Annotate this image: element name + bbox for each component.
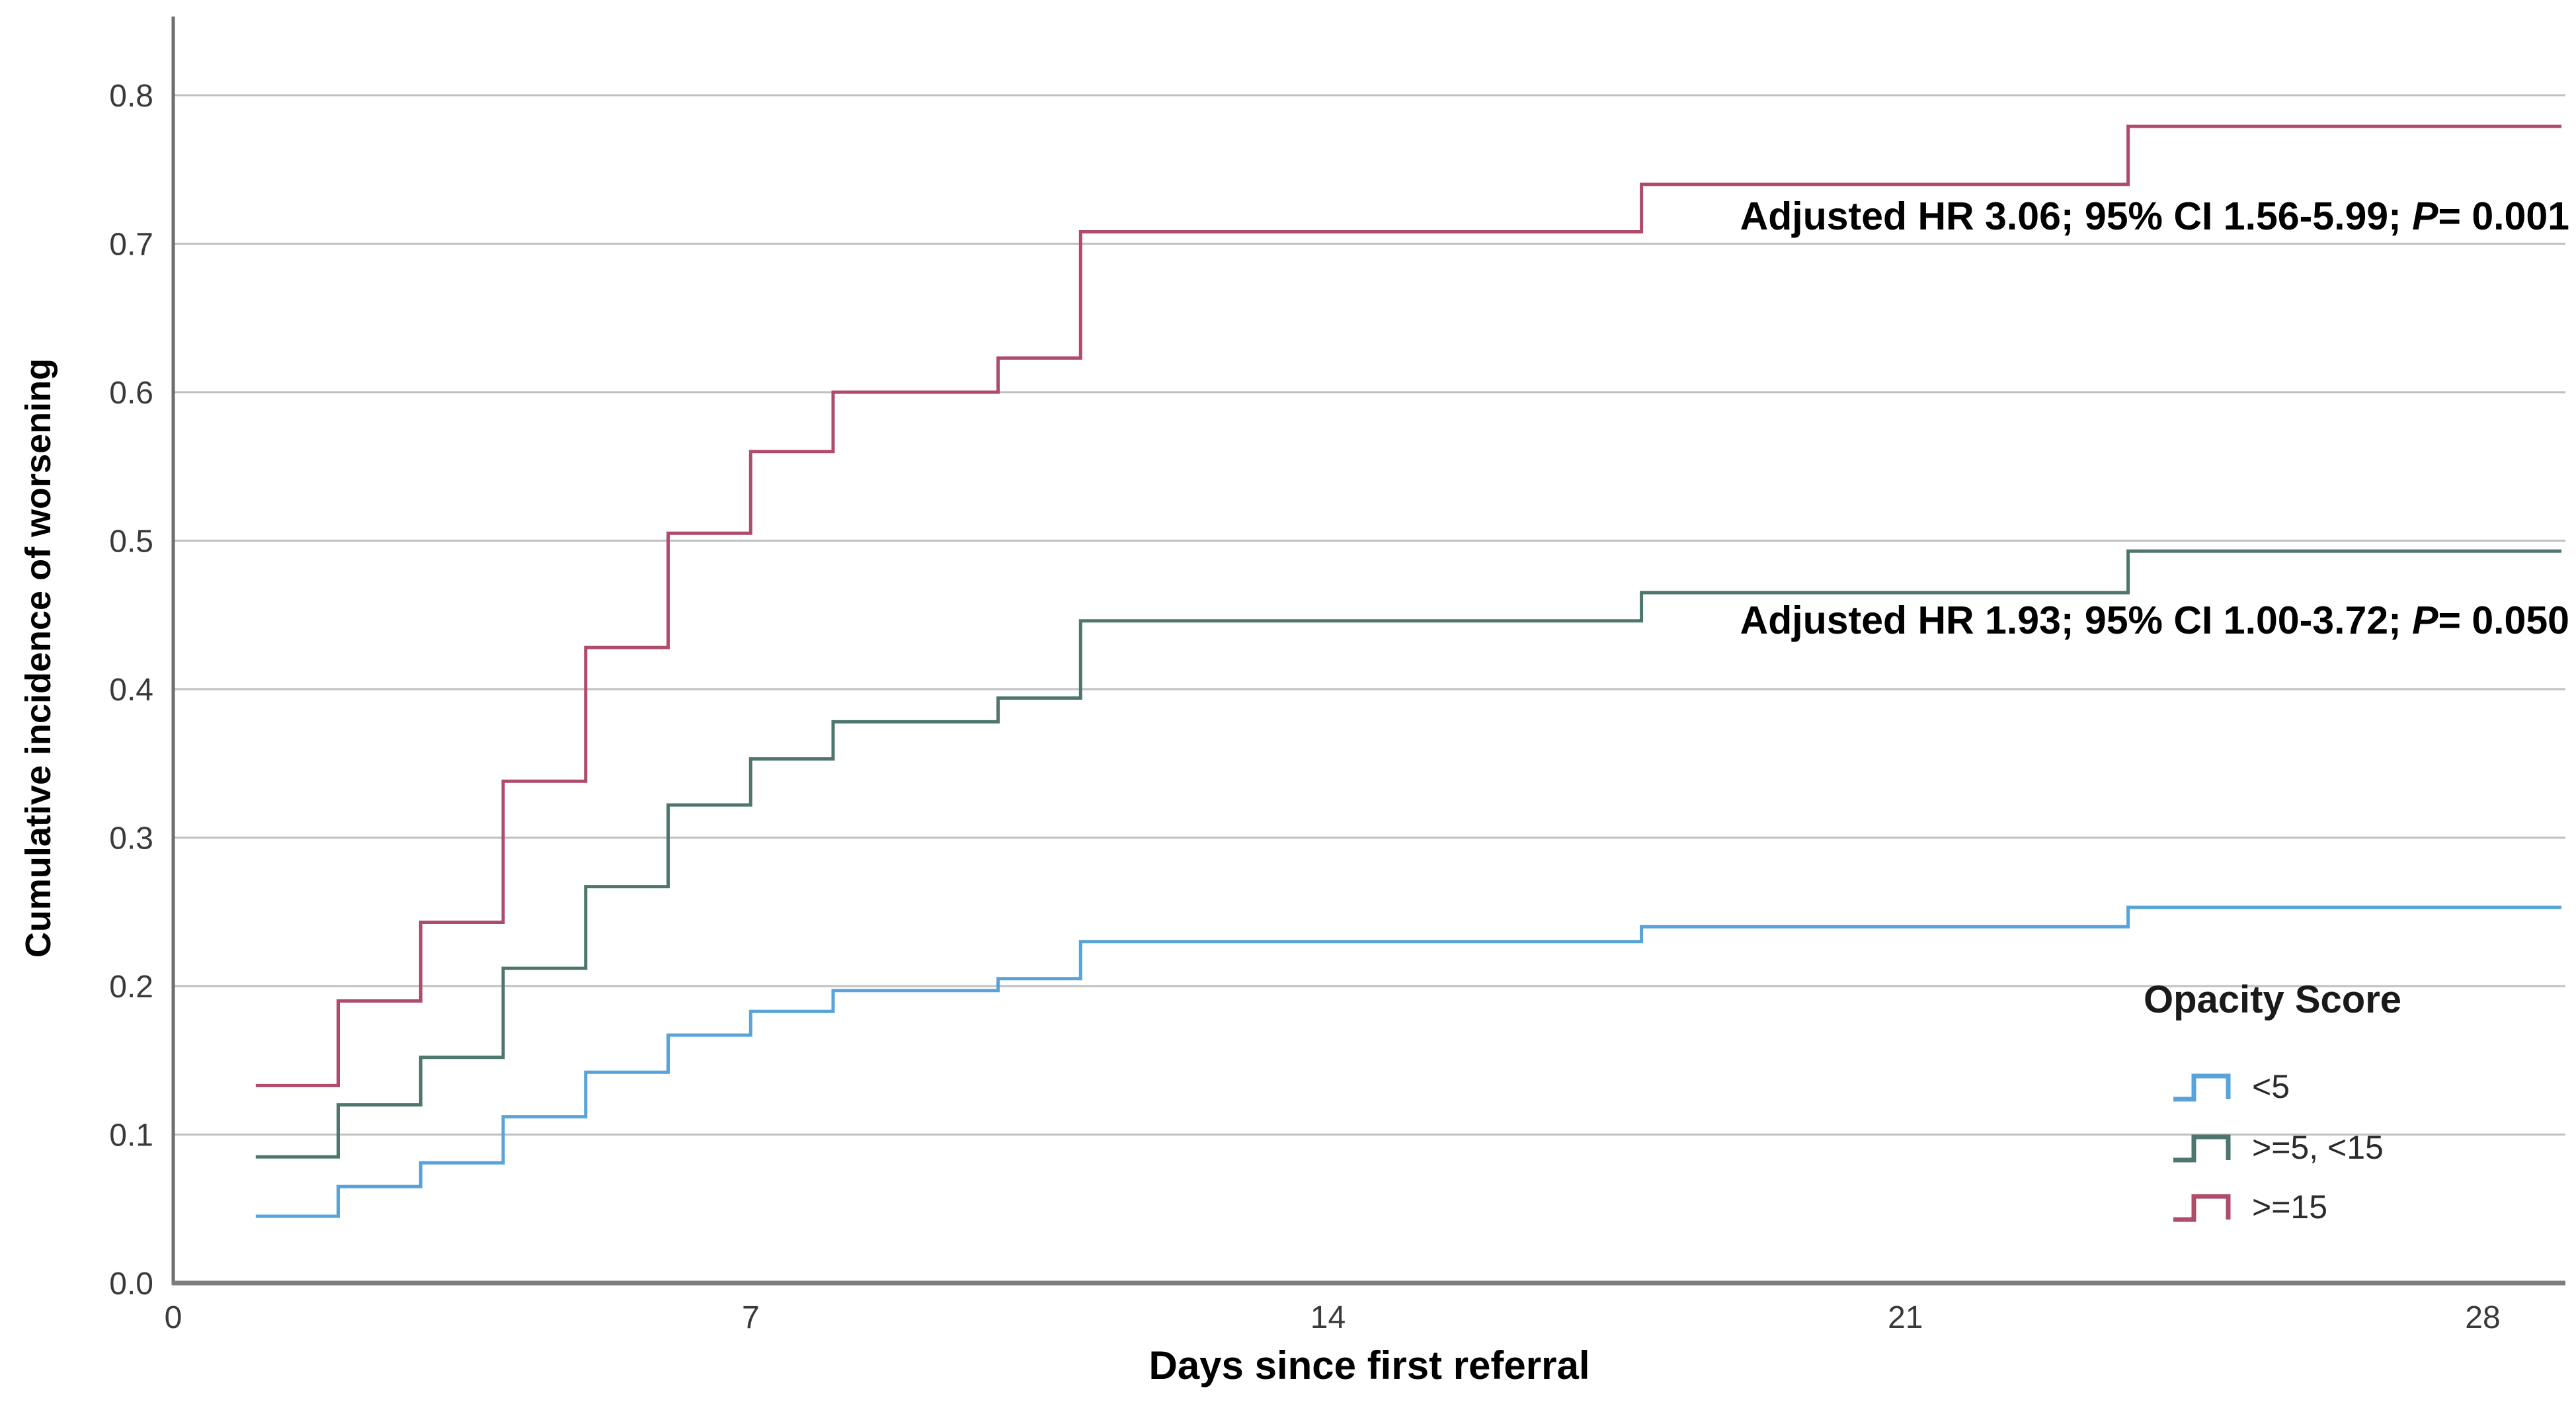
step-line-icon — [2173, 1194, 2231, 1222]
y-tick-label: 0.2 — [109, 970, 153, 1005]
y-tick-label: 0.7 — [109, 228, 153, 263]
hr-annotation-ge5-lt15-text: Adjusted HR 1.93; 95% CI 1.00-3.72; — [1740, 599, 2413, 642]
x-tick-label: 14 — [1310, 1300, 1346, 1335]
hr-annotation-ge15-pvalue: = 0.001 — [2438, 194, 2570, 238]
x-tick-label: 21 — [1888, 1300, 1923, 1335]
x-tick-label: 7 — [742, 1300, 760, 1335]
series-curve-2 — [255, 124, 2561, 1087]
hr-annotation-ge5-lt15-pvalue: = 0.050 — [2438, 599, 2570, 642]
y-tick-label: 0.4 — [109, 673, 153, 708]
series-curve-1 — [255, 549, 2561, 1159]
hr-annotation-ge15-text: Adjusted HR 3.06; 95% CI 1.56-5.99; — [1740, 194, 2413, 238]
hr-annotation-ge15: Adjusted HR 3.06; 95% CI 1.56-5.99; P= 0… — [1740, 193, 2569, 239]
y-axis-title: Cumulative incidence of worsening — [19, 358, 58, 958]
legend-item-ge15: >=15 — [2171, 1184, 2327, 1230]
step-line-icon — [2173, 1134, 2231, 1163]
hr-annotation-ge5-lt15: Adjusted HR 1.93; 95% CI 1.00-3.72; P= 0… — [1740, 597, 2569, 644]
y-tick-label: 0.1 — [109, 1118, 153, 1153]
y-tick-label: 0.0 — [109, 1267, 153, 1302]
legend: Opacity Score <5 >=5, <15 >=15 — [2137, 977, 2408, 1225]
x-axis-title: Days since first referral — [1148, 1343, 1590, 1388]
y-tick-label: 0.6 — [109, 376, 153, 411]
y-tick-label: 0.5 — [109, 524, 153, 560]
series-curve-0 — [255, 905, 2561, 1218]
legend-item-lt5: <5 — [2171, 1063, 2290, 1110]
p-value-symbol: P — [2412, 194, 2438, 238]
legend-label-lt5: <5 — [2252, 1068, 2290, 1105]
legend-title: Opacity Score — [2143, 978, 2402, 1021]
legend-label-ge15: >=15 — [2252, 1188, 2328, 1225]
legend-item-ge5-lt15: >=5, <15 — [2171, 1124, 2384, 1171]
p-value-symbol: P — [2412, 599, 2438, 642]
step-line-icon — [2173, 1073, 2231, 1102]
x-tick-label: 0 — [165, 1300, 182, 1335]
y-tick-label: 0.3 — [109, 821, 153, 856]
legend-label-ge5-lt15: >=5, <15 — [2252, 1129, 2384, 1166]
x-tick-label: 28 — [2465, 1300, 2500, 1335]
y-tick-label: 0.8 — [109, 79, 153, 114]
